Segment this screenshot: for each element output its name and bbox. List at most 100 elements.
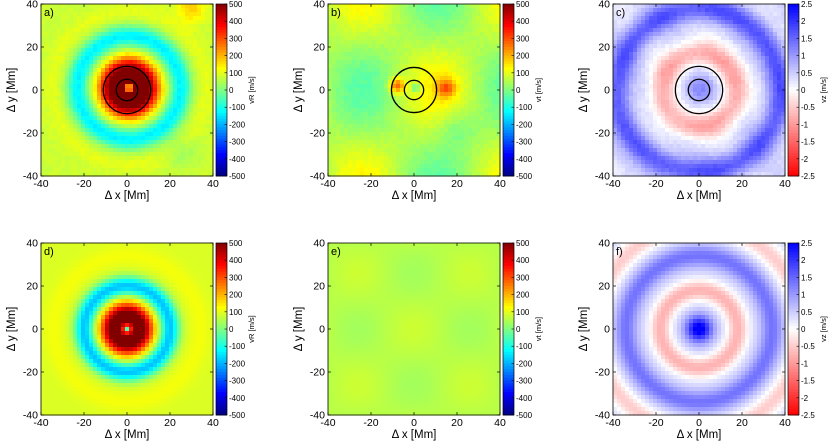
heatmap-cell [65, 168, 70, 173]
heatmap-cell [649, 100, 654, 105]
heatmap-cell [41, 40, 46, 45]
heatmap-cell [348, 76, 353, 81]
heatmap-cell [189, 108, 194, 113]
heatmap-cell [480, 92, 485, 97]
heatmap-cell [641, 164, 646, 169]
heatmap-cell [61, 168, 66, 173]
heatmap-cell [637, 156, 642, 161]
heatmap-cell [328, 36, 333, 41]
heatmap-cell [53, 52, 58, 57]
colorbar-step [216, 95, 227, 100]
heatmap-cell [432, 80, 437, 85]
heatmap-cell [456, 152, 461, 157]
heatmap-cell [476, 168, 481, 173]
heatmap-cell [705, 124, 710, 129]
heatmap-cell [157, 136, 162, 141]
heatmap-cell [145, 164, 150, 169]
heatmap-cell [193, 64, 198, 69]
heatmap-cell [424, 48, 429, 53]
heatmap-cell [65, 112, 70, 117]
heatmap-cell [77, 108, 82, 113]
heatmap-cell [372, 36, 377, 41]
heatmap-cell [344, 116, 349, 121]
heatmap-cell [653, 128, 658, 133]
heatmap-cell [145, 36, 150, 41]
heatmap-cell [169, 104, 174, 109]
heatmap-cell [444, 8, 449, 13]
heatmap-cell [436, 92, 441, 97]
heatmap-cell [404, 92, 409, 97]
heatmap-cell [673, 136, 678, 141]
heatmap-cell [633, 40, 638, 45]
heatmap-cell [456, 136, 461, 141]
heatmap-cell [201, 132, 206, 137]
heatmap-cell [169, 24, 174, 29]
colorbar-step [216, 52, 227, 57]
heatmap-cell [697, 164, 702, 169]
heatmap-cell [464, 12, 469, 17]
heatmap-cell [157, 172, 162, 177]
heatmap-cell [472, 36, 477, 41]
heatmap-cell [396, 44, 401, 49]
heatmap-cell [709, 16, 714, 21]
heatmap-cell [181, 60, 186, 65]
heatmap-cell [105, 32, 110, 37]
heatmap-cell [617, 32, 622, 37]
heatmap-cell [400, 120, 405, 125]
heatmap-cell [669, 92, 674, 97]
heatmap-cell [685, 136, 690, 141]
heatmap-cell [420, 136, 425, 141]
heatmap-cell [65, 4, 70, 9]
heatmap-cell [416, 132, 421, 137]
heatmap-cell [169, 168, 174, 173]
heatmap-cell [145, 68, 150, 73]
heatmap-cell [440, 160, 445, 165]
heatmap-cell [141, 8, 146, 13]
heatmap-cell [416, 76, 421, 81]
heatmap-cell [77, 116, 82, 121]
heatmap-cell [49, 20, 54, 25]
heatmap-cell [416, 68, 421, 73]
heatmap-cell [65, 104, 70, 109]
heatmap-cell [97, 116, 102, 121]
heatmap-cell [73, 4, 78, 9]
heatmap-cell [677, 36, 682, 41]
heatmap-cell [452, 152, 457, 157]
heatmap-cell [336, 136, 341, 141]
heatmap-cell [121, 56, 126, 61]
heatmap-cell [145, 128, 150, 133]
heatmap-cell [669, 64, 674, 69]
heatmap-cell [452, 112, 457, 117]
heatmap-cell [77, 160, 82, 165]
heatmap-cell [420, 144, 425, 149]
heatmap-cell [348, 164, 353, 169]
heatmap-cell [81, 64, 86, 69]
heatmap-cell [117, 44, 122, 49]
heatmap-cell [201, 68, 206, 73]
heatmap-cell [157, 44, 162, 49]
heatmap-cell [368, 100, 373, 105]
heatmap-cell [161, 72, 166, 77]
heatmap-cell [81, 56, 86, 61]
heatmap-cell [101, 56, 106, 61]
heatmap-cell [657, 152, 662, 157]
heatmap-cell [625, 28, 630, 33]
heatmap-cell [360, 16, 365, 21]
heatmap-cell [452, 24, 457, 29]
colorbar-step [503, 78, 514, 82]
heatmap-cell [653, 140, 658, 145]
colorbar-step [216, 147, 227, 151]
heatmap-cell [129, 16, 134, 21]
heatmap-cell [424, 16, 429, 21]
heatmap-cell [384, 124, 389, 129]
heatmap-cell [133, 124, 138, 129]
heatmap-cell [412, 112, 417, 117]
heatmap-cell [348, 40, 353, 45]
heatmap-cell [125, 40, 130, 45]
heatmap-cell [432, 56, 437, 61]
heatmap-cell [677, 148, 682, 153]
heatmap-cell [129, 80, 134, 85]
heatmap-cell [416, 64, 421, 69]
heatmap-cell [380, 28, 385, 33]
heatmap-cell [488, 68, 493, 73]
